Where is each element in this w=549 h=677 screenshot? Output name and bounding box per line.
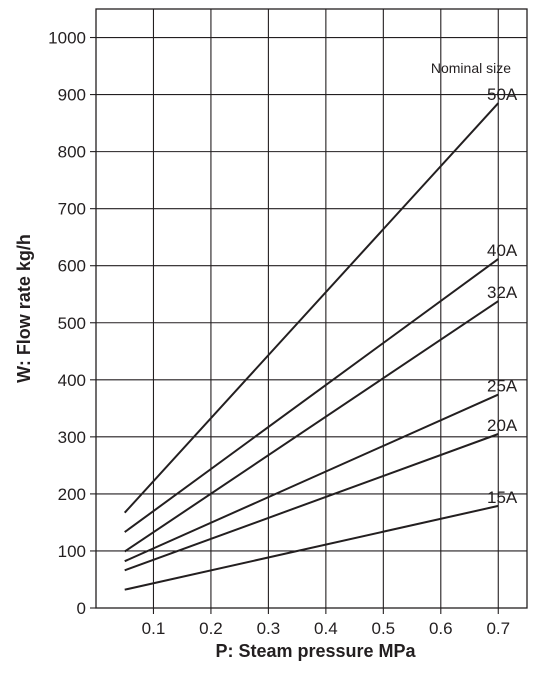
y-axis-title: W: Flow rate kg/h: [14, 234, 34, 383]
x-tick-label: 0.3: [257, 619, 281, 638]
y-tick-label: 900: [58, 86, 86, 105]
x-tick-label: 0.6: [429, 619, 453, 638]
y-tick-label: 200: [58, 485, 86, 504]
x-tick-label: 0.4: [314, 619, 338, 638]
grid: [96, 9, 527, 608]
series-lines: [123, 102, 500, 591]
series-line-40A: [124, 258, 499, 533]
series-label-25A: 25A: [487, 377, 518, 396]
series-line-20A: [124, 433, 499, 572]
series-label-32A: 32A: [487, 283, 518, 302]
series-line-25A: [124, 393, 499, 563]
legend-title: Nominal size: [431, 60, 511, 76]
x-tick-label: 0.2: [199, 619, 223, 638]
series-label-15A: 15A: [487, 488, 518, 507]
y-tick-label: 400: [58, 371, 86, 390]
series-label-20A: 20A: [487, 416, 518, 435]
series-labels: 50A 40A 32A 25A 20A 15A: [487, 85, 518, 507]
series-line-32A: [124, 300, 499, 553]
y-tick-label: 1000: [48, 29, 86, 48]
x-axis-title: P: Steam pressure MPa: [215, 641, 416, 661]
y-axis-ticks: 0 100 200 300 400 500 600 700 800 900 1000: [48, 29, 96, 618]
y-tick-label: 300: [58, 428, 86, 447]
series-label-50A: 50A: [487, 85, 518, 104]
y-tick-label: 500: [58, 314, 86, 333]
series-line-15A: [124, 504, 499, 591]
x-tick-label: 0.1: [142, 619, 166, 638]
y-tick-label: 800: [58, 143, 86, 162]
x-tick-label: 0.7: [486, 619, 510, 638]
series-label-40A: 40A: [487, 241, 518, 260]
y-tick-label: 700: [58, 200, 86, 219]
y-tick-label: 100: [58, 542, 86, 561]
x-axis-ticks: 0.1 0.2 0.3 0.4 0.5 0.6 0.7: [142, 608, 510, 638]
series-line-50A: [123, 102, 500, 514]
x-tick-label: 0.5: [372, 619, 396, 638]
plot-frame: [95, 8, 528, 609]
y-tick-label: 0: [77, 599, 86, 618]
y-tick-label: 600: [58, 257, 86, 276]
